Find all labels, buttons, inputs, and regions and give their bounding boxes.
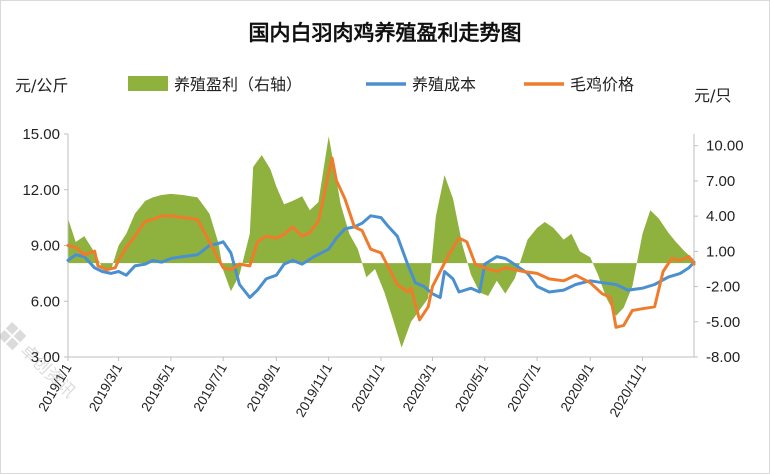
series-line-price [66,156,696,329]
right-tick-label: -8.00 [706,349,740,366]
left-axis-unit: 元/公斤 [15,76,68,95]
legend: 养殖盈利（右轴） 养殖成本 毛鸡价格 [128,75,634,94]
right-tick-label: 4.00 [706,208,735,225]
right-tick-label: 7.00 [706,173,735,190]
left-tick-label: 15.00 [22,126,60,143]
right-tick-label: -5.00 [706,314,740,331]
right-tick-label: 10.00 [706,138,744,155]
profit-area-layer [68,136,694,348]
line-layer [66,156,696,329]
legend-item-price: 毛鸡价格 [570,75,634,94]
left-tick-label: 9.00 [31,238,60,255]
chart-title: 国内白羽肉鸡养殖盈利走势图 [249,21,522,45]
left-tick-label: 6.00 [31,293,60,310]
left-tick-label: 3.00 [31,349,60,366]
series-line-cost [66,214,696,299]
right-axis-unit: 元/只 [694,86,731,105]
series-area-profit [68,136,694,348]
legend-swatch-area [128,76,168,91]
legend-item-cost: 养殖成本 [412,75,476,94]
right-tick-label: 1.00 [706,243,735,260]
right-tick-label: -2.00 [706,279,740,296]
left-tick-label: 12.00 [22,182,60,199]
legend-item-profit: 养殖盈利（右轴） [174,75,302,94]
